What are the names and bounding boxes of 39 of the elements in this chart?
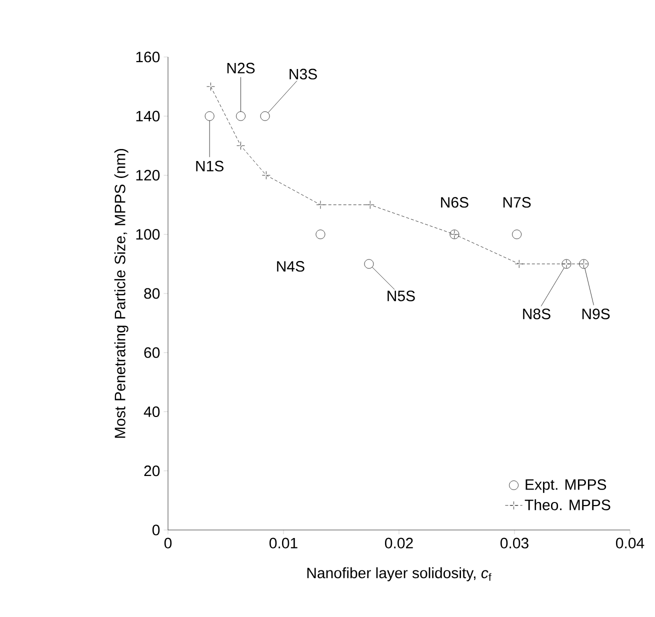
y-tick-label: 120 — [136, 170, 160, 181]
annotation: N5S — [388, 290, 415, 302]
point — [262, 171, 270, 180]
y-tick-label: 80 — [144, 288, 160, 299]
annotation: N8S — [523, 308, 550, 320]
annotation: N9S — [582, 308, 610, 320]
y-axis-title: Most Penetrating Particle Size, MPPS (nm) — [114, 148, 128, 438]
point — [316, 230, 326, 240]
point — [236, 111, 246, 121]
point — [514, 260, 524, 268]
point — [512, 230, 522, 240]
annotation: N7S — [503, 197, 531, 208]
x-tick-label: 0.04 — [616, 538, 644, 548]
y-tick-label: 100 — [136, 229, 160, 240]
y-tick-label: 20 — [144, 466, 160, 476]
x-tick-label: 0.02 — [384, 538, 413, 548]
annotation: N6S — [441, 197, 468, 208]
point — [206, 82, 215, 91]
x-tick-label: 0.01 — [269, 538, 298, 548]
point — [366, 200, 374, 209]
legend-label: Theo. MPPS — [524, 499, 610, 510]
x-tick-label: 0.03 — [500, 538, 528, 548]
point — [260, 111, 270, 121]
y-tick-label: 160 — [136, 52, 160, 62]
y-tick-label: 40 — [144, 406, 160, 418]
annotation: N2S — [227, 62, 255, 74]
point — [316, 200, 325, 209]
annotation: N3S — [290, 68, 317, 80]
legend-label: Expt. MPPS — [526, 479, 606, 493]
annotation: N1S — [196, 160, 224, 172]
y-tick-label: 140 — [136, 110, 160, 122]
point — [236, 141, 245, 150]
annotation: N4S — [277, 261, 304, 272]
y-tick-label: 60 — [144, 347, 160, 358]
y-tick-label: 0 — [152, 524, 160, 536]
x-axis-title: Nanofiber layer solidosity, c$_{f}$ — [307, 567, 492, 582]
point — [204, 111, 214, 121]
point — [364, 259, 374, 269]
x-tick-label: 0 — [164, 538, 172, 548]
